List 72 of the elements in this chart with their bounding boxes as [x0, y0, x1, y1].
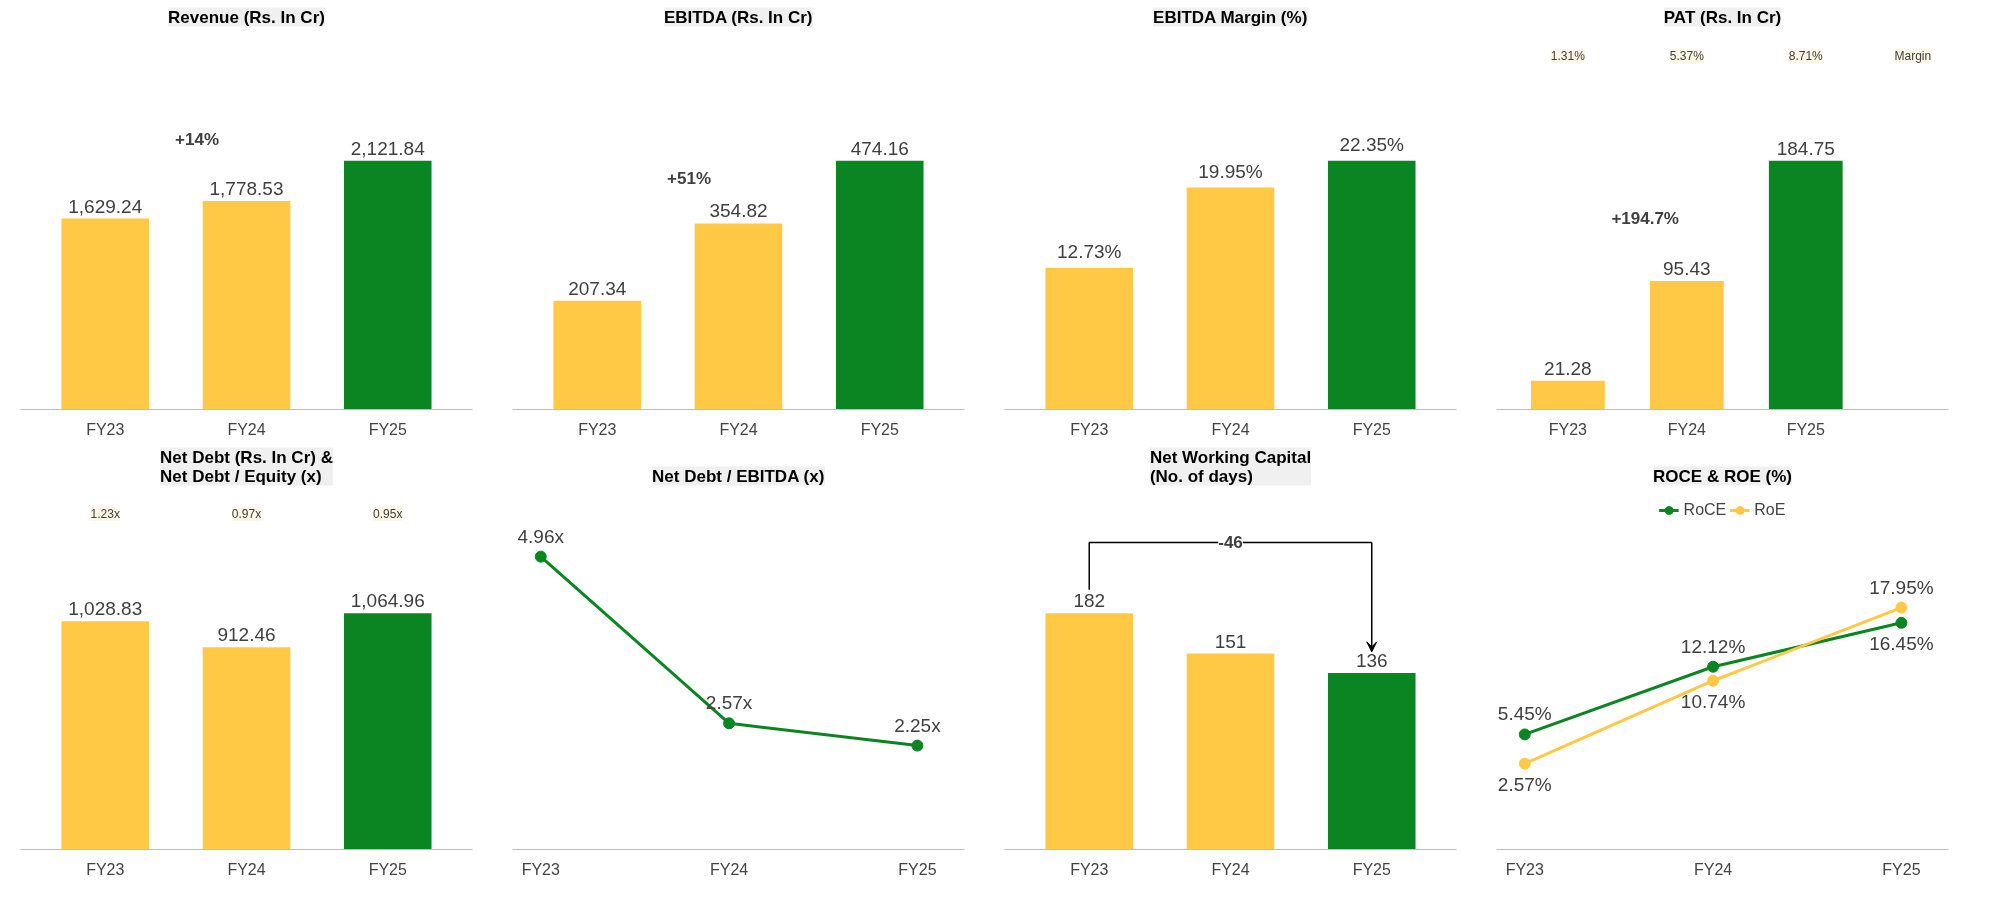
data-label: 2,121.84 — [350, 137, 426, 159]
chart-title: ROCE & ROE (%) — [1653, 466, 1792, 486]
x-tick-label: FY25 — [898, 860, 937, 878]
data-label: 19.95% — [1198, 160, 1263, 182]
data-label: 912.46 — [217, 624, 276, 646]
chart-title: EBITDA Margin (%) — [1153, 7, 1308, 27]
chart-title: PAT (Rs. In Cr) — [1663, 7, 1782, 27]
data-label: 151 — [1214, 630, 1247, 652]
text: 1.23x — [90, 507, 120, 522]
data-label: 184.75 — [1776, 137, 1835, 159]
x-tick-label: FY25 — [368, 860, 407, 878]
x-tick-label: FY24 — [719, 420, 758, 438]
data-label: 2.57% — [1497, 773, 1552, 795]
chart-title: EBITDA (Rs. In Cr) — [663, 7, 813, 27]
x-tick-label: FY24 — [709, 860, 749, 878]
x-tick-label: FY25 — [1352, 420, 1391, 438]
x-tick-label: FY23 — [86, 860, 125, 878]
x-tick-label: FY24 — [227, 860, 266, 878]
legend-label: RoCE — [1683, 501, 1727, 519]
data-label: 1,778.53 — [209, 178, 284, 200]
data-label: 16.45% — [1869, 632, 1934, 654]
text: 8.71% — [1788, 49, 1824, 64]
data-label: 4.96x — [517, 525, 565, 547]
x-tick-label: FY25 — [1786, 420, 1825, 438]
text: 1.31% — [1550, 49, 1586, 64]
x-tick-label: FY24 — [1211, 860, 1250, 878]
data-label: 207.34 — [568, 277, 627, 299]
x-tick-label: FY25 — [860, 420, 899, 438]
x-tick-label: FY24 — [1211, 420, 1250, 438]
annotation: +194.7% — [1611, 209, 1679, 229]
data-label: 12.12% — [1680, 635, 1746, 657]
data-label: 5.45% — [1497, 703, 1552, 725]
chart-title: Revenue (Rs. In Cr) — [168, 7, 325, 27]
data-label: 95.43 — [1663, 258, 1711, 280]
text: -46 — [1218, 533, 1243, 553]
x-tick-label: FY25 — [1882, 860, 1921, 878]
data-label: 1,028.83 — [68, 598, 143, 620]
x-tick-label: FY23 — [86, 420, 125, 438]
data-label: 182 — [1073, 590, 1106, 612]
data-label: 474.16 — [850, 137, 909, 159]
chart-title: Net Working Capital (No. of days) — [1149, 447, 1312, 486]
data-label: 136 — [1355, 650, 1388, 672]
data-label: 10.74% — [1680, 690, 1746, 712]
x-tick-label: FY23 — [1505, 860, 1544, 878]
x-tick-label: FY23 — [1548, 420, 1588, 438]
data-label: 2.57x — [705, 692, 753, 714]
data-label: 22.35% — [1339, 133, 1405, 155]
x-tick-label: FY23 — [1070, 860, 1109, 878]
text: +14% — [175, 130, 220, 150]
data-label: 17.95% — [1869, 576, 1934, 598]
chart-title: Net Debt (Rs. In Cr) & Net Debt / Equity (x) — [160, 447, 333, 486]
x-tick-label: FY25 — [1352, 860, 1391, 878]
annotation: +51% — [667, 169, 712, 189]
data-label: 1,629.24 — [68, 195, 143, 217]
text: 0.97x — [231, 507, 262, 522]
x-tick-label: FY23 — [578, 420, 617, 438]
data-label: 1,064.96 — [350, 590, 425, 612]
x-tick-label: FY25 — [368, 420, 407, 438]
x-tick-label: FY24 — [1667, 420, 1707, 438]
text: 0.95x — [373, 507, 403, 522]
text: Margin — [1894, 49, 1932, 64]
data-label: 354.82 — [709, 200, 768, 222]
x-tick-label: FY23 — [521, 860, 560, 878]
legend-label: RoE — [1754, 501, 1786, 519]
x-tick-label: FY23 — [1070, 420, 1109, 438]
chart-title: Net Debt / EBITDA (x) — [652, 466, 825, 486]
data-label: 2.25x — [894, 714, 942, 736]
x-tick-label: FY24 — [1693, 860, 1733, 878]
data-label: 21.28 — [1544, 357, 1592, 379]
text: 5.37% — [1669, 49, 1705, 64]
x-tick-label: FY24 — [227, 420, 266, 438]
data-label: 12.73% — [1057, 240, 1122, 262]
